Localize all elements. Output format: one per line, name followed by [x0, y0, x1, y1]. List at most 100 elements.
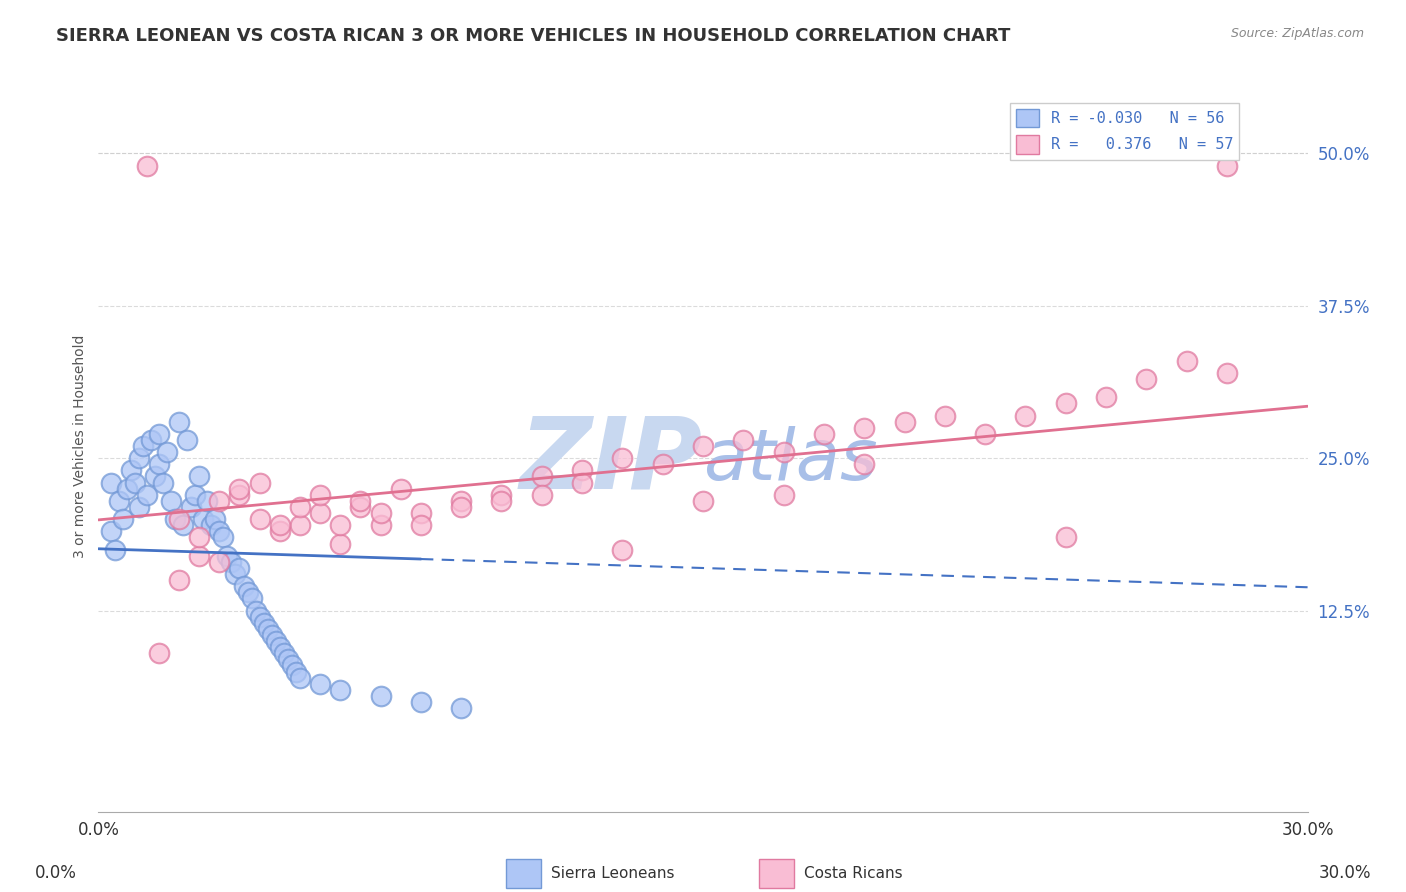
- Point: [232, 579, 254, 593]
- Point: [692, 439, 714, 453]
- Point: [813, 426, 835, 441]
- Point: [249, 609, 271, 624]
- Point: [228, 488, 250, 502]
- Point: [277, 652, 299, 666]
- Point: [107, 494, 129, 508]
- Point: [224, 567, 246, 582]
- Point: [1054, 396, 1077, 410]
- Point: [139, 433, 162, 447]
- Point: [253, 615, 276, 630]
- Point: [1216, 159, 1239, 173]
- Point: [103, 542, 125, 557]
- Point: [733, 433, 755, 447]
- Point: [143, 469, 166, 483]
- Point: [193, 512, 215, 526]
- Point: [1216, 366, 1239, 380]
- Point: [1014, 409, 1036, 423]
- Point: [309, 676, 332, 690]
- Point: [491, 494, 513, 508]
- Point: [288, 518, 311, 533]
- Point: [309, 506, 332, 520]
- Point: [217, 549, 239, 563]
- Point: [221, 555, 243, 569]
- Point: [1175, 353, 1198, 368]
- Point: [612, 542, 634, 557]
- Point: [172, 518, 194, 533]
- Point: [156, 445, 179, 459]
- Point: [124, 475, 146, 490]
- Point: [349, 500, 371, 514]
- Point: [1135, 372, 1157, 386]
- Point: [269, 640, 291, 655]
- Point: [409, 506, 432, 520]
- Text: SIERRA LEONEAN VS COSTA RICAN 3 OR MORE VEHICLES IN HOUSEHOLD CORRELATION CHART: SIERRA LEONEAN VS COSTA RICAN 3 OR MORE …: [56, 27, 1011, 45]
- Point: [491, 488, 513, 502]
- Point: [160, 494, 183, 508]
- Point: [195, 494, 218, 508]
- Point: [184, 488, 207, 502]
- Point: [349, 494, 371, 508]
- Point: [236, 585, 259, 599]
- Point: [148, 458, 170, 472]
- Point: [370, 689, 392, 703]
- Point: [176, 433, 198, 447]
- Point: [135, 488, 157, 502]
- Point: [893, 415, 915, 429]
- Point: [329, 536, 352, 550]
- Point: [188, 530, 211, 544]
- Text: 30.0%: 30.0%: [1319, 864, 1371, 882]
- Point: [249, 512, 271, 526]
- Point: [100, 524, 122, 539]
- Point: [167, 512, 190, 526]
- Point: [200, 518, 222, 533]
- Point: [208, 555, 231, 569]
- Point: [167, 415, 190, 429]
- Point: [1095, 390, 1118, 404]
- Point: [100, 475, 122, 490]
- Point: [651, 458, 673, 472]
- Point: [370, 518, 392, 533]
- FancyBboxPatch shape: [506, 858, 541, 888]
- Point: [152, 475, 174, 490]
- Point: [329, 518, 352, 533]
- Point: [208, 524, 231, 539]
- Text: Source: ZipAtlas.com: Source: ZipAtlas.com: [1230, 27, 1364, 40]
- Text: Sierra Leoneans: Sierra Leoneans: [551, 866, 675, 880]
- Point: [530, 488, 553, 502]
- Point: [530, 469, 553, 483]
- Y-axis label: 3 or more Vehicles in Household: 3 or more Vehicles in Household: [73, 334, 87, 558]
- Point: [409, 518, 432, 533]
- Point: [249, 475, 271, 490]
- Point: [264, 634, 287, 648]
- Point: [571, 463, 593, 477]
- Point: [853, 421, 876, 435]
- Point: [853, 458, 876, 472]
- Point: [974, 426, 997, 441]
- Point: [128, 500, 150, 514]
- Point: [204, 512, 226, 526]
- Point: [772, 445, 794, 459]
- Text: ZIP: ZIP: [520, 412, 703, 509]
- Point: [128, 451, 150, 466]
- Point: [115, 482, 138, 496]
- FancyBboxPatch shape: [759, 858, 794, 888]
- Point: [772, 488, 794, 502]
- Point: [132, 439, 155, 453]
- Point: [288, 500, 311, 514]
- Point: [329, 682, 352, 697]
- Text: atlas: atlas: [703, 426, 877, 495]
- Point: [692, 494, 714, 508]
- Point: [1054, 530, 1077, 544]
- Point: [180, 500, 202, 514]
- Point: [284, 665, 307, 679]
- Legend: R = -0.030   N = 56, R =   0.376   N = 57: R = -0.030 N = 56, R = 0.376 N = 57: [1010, 103, 1240, 160]
- Point: [212, 530, 235, 544]
- Point: [309, 488, 332, 502]
- Point: [208, 494, 231, 508]
- Point: [269, 524, 291, 539]
- Point: [228, 561, 250, 575]
- Point: [409, 695, 432, 709]
- Text: 0.0%: 0.0%: [35, 864, 77, 882]
- Point: [389, 482, 412, 496]
- Point: [188, 469, 211, 483]
